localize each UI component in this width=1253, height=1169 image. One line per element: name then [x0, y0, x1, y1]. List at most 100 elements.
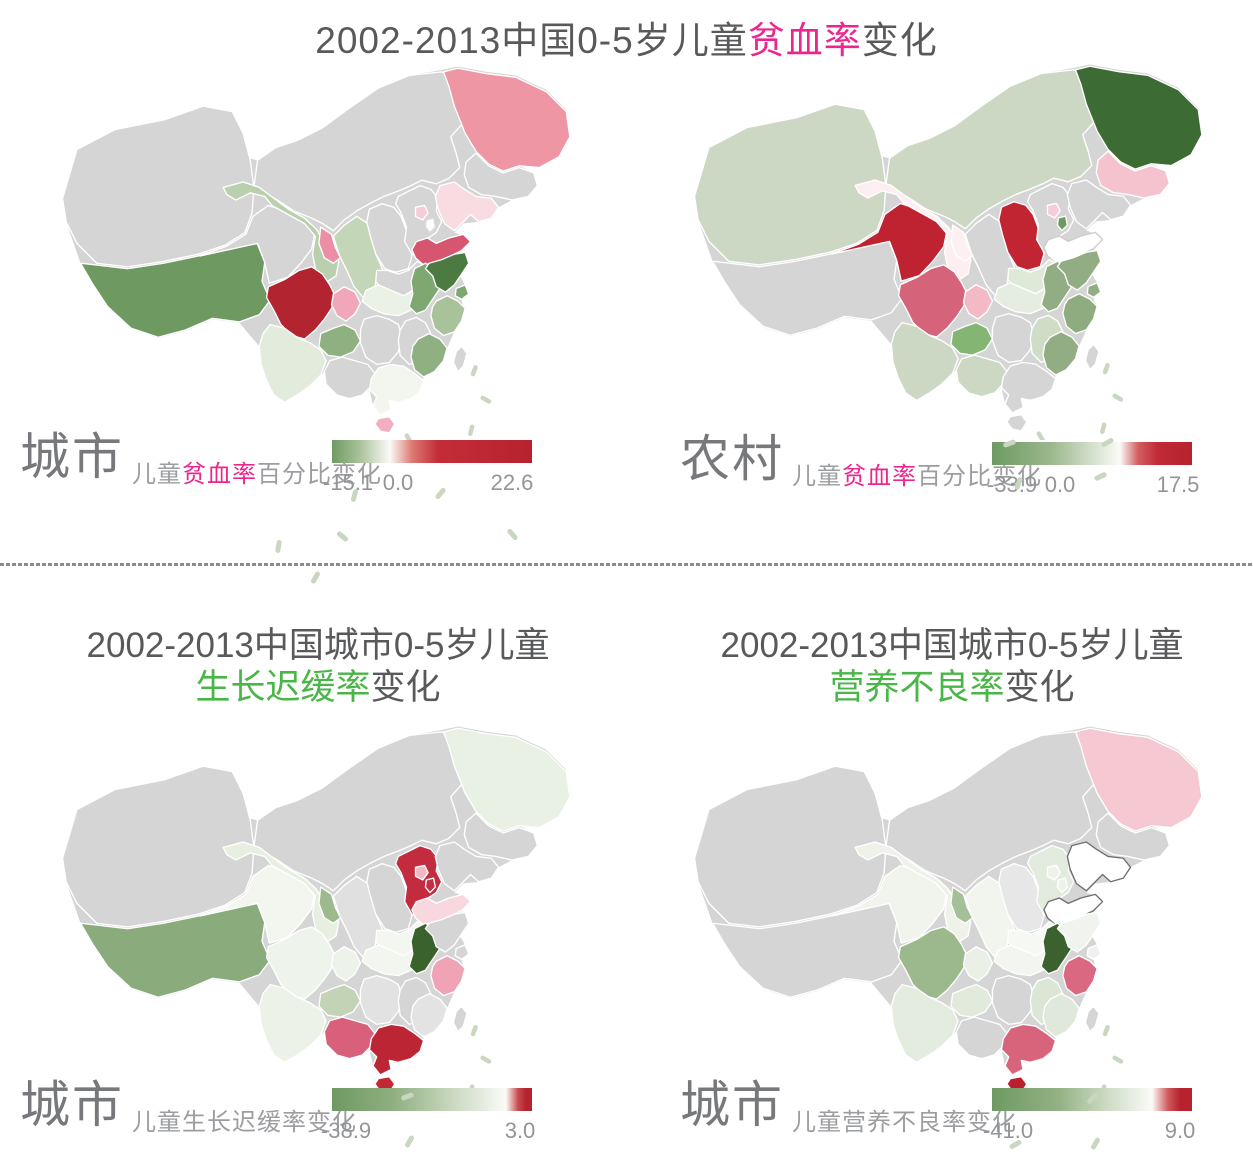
province-GD — [368, 363, 425, 416]
province-HUN — [991, 312, 1035, 364]
main-title: 2002-2013中国0-5岁儿童贫血率变化 — [0, 10, 1253, 64]
colorbar-tick-label: -15.1 — [322, 470, 374, 495]
province-GX — [323, 1016, 376, 1060]
island-dash — [310, 570, 321, 585]
map-urban-stunting — [18, 712, 618, 1102]
colorbar-tick-label: -41.0 — [982, 1118, 1034, 1143]
legend-area-label: 城市 — [20, 1077, 124, 1133]
text-segment: 贫血率 — [182, 461, 257, 488]
china-map-urban-anemia — [61, 66, 571, 442]
province-SX — [998, 862, 1045, 933]
colorbar-tick-label: 3.0 — [504, 1118, 536, 1143]
island-dash — [480, 395, 492, 404]
legend-urban-malnutrition: 城市 儿童营养不良率变化 -41.0 9.0 — [680, 1078, 1253, 1158]
china-map-rural-anemia — [693, 64, 1203, 440]
province-SX — [366, 862, 413, 933]
province-SD — [411, 893, 472, 926]
china-map-urban-malnutrition — [693, 726, 1203, 1102]
stunting-title-line1: 2002-2013中国城市0-5岁儿童 — [18, 625, 618, 667]
island-dash — [470, 364, 478, 377]
province-CQ — [962, 946, 994, 982]
province-BJ — [414, 864, 429, 881]
province-GD — [368, 1023, 425, 1076]
province-GZ — [950, 983, 994, 1018]
province-TJ — [1056, 215, 1069, 232]
province-SC — [265, 926, 336, 1000]
province-TW — [1084, 1005, 1100, 1033]
colorbar-urban-anemia — [332, 440, 532, 463]
province-ZJ — [1062, 955, 1098, 997]
province-GD — [1000, 361, 1057, 414]
province-HUN — [359, 974, 403, 1026]
province-SH — [1086, 944, 1102, 961]
legend-urban-anemia: 城市 儿童贫血率百分比变化 -15.1 0.0 22.6 — [20, 430, 640, 510]
province-YN — [258, 323, 327, 403]
province-HLJ — [442, 67, 571, 172]
island-dash — [1112, 393, 1124, 402]
province-XJ — [61, 105, 255, 268]
province-TW — [452, 345, 468, 373]
province-FJ — [1042, 992, 1080, 1038]
province-CQ — [330, 946, 362, 982]
legend-metric-label: 儿童营养不良率变化 — [792, 1102, 1017, 1137]
province-GX — [955, 1016, 1008, 1060]
province-YN — [890, 321, 959, 401]
province-CQ — [330, 286, 362, 322]
colorbar-tick-label: 9.0 — [1164, 1118, 1196, 1143]
text-segment: 儿童 — [792, 463, 842, 490]
text-segment: 变化 — [1004, 668, 1075, 707]
province-JS — [1056, 249, 1102, 291]
province-HLJ — [1074, 65, 1203, 170]
province-FJ — [410, 992, 448, 1038]
province-ZJ — [430, 955, 466, 997]
province-HLJ — [1074, 727, 1203, 832]
text-segment: 2002-2013中国城市0-5岁儿童 — [720, 626, 1184, 665]
province-SD — [1043, 231, 1104, 264]
province-JS — [424, 911, 470, 953]
legend-area-label: 农村 — [680, 431, 784, 487]
text-segment: 贫血率 — [842, 463, 917, 490]
province-TB — [711, 894, 903, 998]
province-GZ — [318, 323, 362, 358]
province-GX — [323, 356, 376, 400]
province-NM — [885, 731, 1113, 892]
province-TB — [79, 894, 271, 998]
province-XJ — [693, 765, 887, 928]
text-segment: 2002-2013中国城市0-5岁儿童 — [86, 626, 550, 665]
province-JL — [1095, 150, 1171, 199]
province-SD — [411, 233, 472, 266]
province-FJ — [410, 332, 448, 378]
province-TB — [711, 232, 903, 336]
colorbar-tick-label: 0.0 — [382, 470, 414, 495]
province-SC — [265, 266, 336, 340]
section-divider — [0, 563, 1253, 566]
province-SD — [1043, 893, 1104, 926]
province-TJ — [424, 877, 437, 894]
text-segment: 2002-2013中国0-5岁儿童 — [315, 20, 748, 61]
province-SX — [998, 200, 1045, 271]
text-segment: 变化 — [861, 20, 938, 61]
province-BJ — [414, 204, 429, 221]
province-TW — [1084, 343, 1100, 371]
province-TW — [452, 1005, 468, 1033]
island-dash — [506, 527, 519, 542]
island-dash — [470, 1024, 478, 1037]
island-dash — [1100, 422, 1107, 434]
china-map-urban-stunting — [61, 726, 571, 1102]
text-segment: 儿童 — [132, 461, 182, 488]
island-dash — [1102, 1024, 1110, 1037]
province-GZ — [318, 983, 362, 1018]
province-HLJ — [442, 727, 571, 832]
legend-metric-label: 儿童贫血率百分比变化 — [792, 456, 1042, 491]
colorbar-tick-label: -38.9 — [320, 1118, 372, 1143]
province-YN — [258, 983, 327, 1063]
stunting-title-line2: 生长迟缓率变化 — [18, 667, 618, 709]
province-HUN — [991, 974, 1035, 1026]
island-dash — [1112, 1055, 1124, 1064]
province-LN — [1066, 841, 1132, 892]
malnutrition-title-line2: 营养不良率变化 — [652, 667, 1252, 709]
colorbar-tick-label: 22.6 — [490, 470, 534, 495]
province-LN — [434, 181, 500, 232]
colorbar-urban-stunting — [332, 1088, 532, 1111]
province-HUN — [359, 314, 403, 366]
